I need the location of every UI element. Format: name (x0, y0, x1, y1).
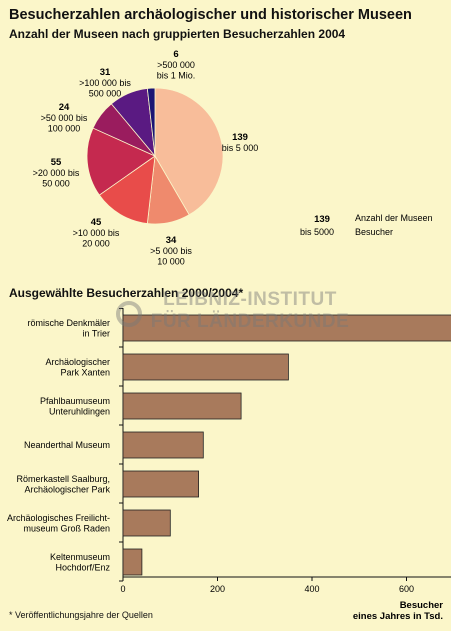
category-label-line: in Trier (82, 328, 110, 338)
watermark-line-1: LEIBNIZ-INSTITUT (163, 289, 337, 310)
pie-range-label: >100 000 bis (79, 78, 131, 88)
category-label: Römerkastell Saalburg,Archäologischer Pa… (16, 474, 110, 495)
pie-count-label: 139 (232, 132, 248, 143)
pie-chart-title: Anzahl der Museen nach gruppierten Besuc… (9, 27, 346, 41)
pie-range-label: bis 1 Mio. (157, 71, 196, 81)
pie-count-label: 45 (91, 217, 102, 228)
watermark-line-2: FÜR LÄNDERKUNDE (150, 311, 350, 332)
bar (122, 392, 242, 420)
category-label-line: Archäologischer Park (24, 484, 110, 494)
category-label-line: Archäologisches Freilicht- (7, 513, 110, 523)
bar-chart-title: Ausgewählte Besucherzahlen 2000/2004* (9, 286, 244, 300)
pie-slice (98, 155, 156, 225)
category-label: Archäologisches Freilicht-museum Groß Ra… (7, 513, 110, 534)
pie-range-label: bis 5 000 (222, 143, 259, 153)
x-tick-label: 0 (120, 584, 125, 594)
main-title: Besucherzahlen archäologischer und histo… (9, 7, 412, 23)
x-axis-label-line: Besucher (400, 600, 444, 611)
category-label-line: Keltenmuseum (50, 552, 110, 562)
pie-count-label: 24 (59, 102, 70, 113)
pie-slice (86, 127, 156, 196)
pie-legend: 139 bis 5000 Anzahl der Museen Besucher (300, 213, 433, 237)
bar (122, 509, 171, 537)
pie-range-label: 500 000 (89, 89, 122, 99)
category-label-line: Unteruhldingen (49, 406, 110, 416)
watermark-logo-icon (116, 301, 142, 327)
pie-count-label: 34 (166, 235, 177, 246)
pie-count-label: 55 (51, 157, 62, 168)
category-label-line: römische Denkmäler (27, 318, 110, 328)
category-label-line: Pfahlbaumuseum (40, 396, 110, 406)
legend-range-example: bis 5000 (300, 227, 334, 237)
pie-range-label: 10 000 (157, 257, 185, 267)
category-label-line: Römerkastell Saalburg, (16, 474, 110, 484)
pie-count-label: 31 (100, 67, 111, 78)
pie-slice (146, 87, 156, 157)
pie-range-label: 50 000 (42, 179, 70, 189)
bar (122, 431, 204, 459)
pie-range-label: >50 000 bis (41, 113, 88, 123)
x-tick-label: 600 (399, 584, 414, 594)
bar (122, 353, 289, 381)
x-axis-label-line: eines Jahres in Tsd. (353, 611, 443, 622)
pie-range-label: >10 000 bis (73, 228, 120, 238)
legend-count-label: Anzahl der Museen (355, 213, 433, 223)
pie-range-label: >20 000 bis (33, 168, 80, 178)
category-label-line: Hochdorf/Enz (55, 562, 110, 572)
pie-slice (154, 87, 224, 216)
category-label-line: Neanderthal Museum (24, 440, 110, 450)
pie-range-label: >500 000 (157, 60, 195, 70)
footnote: * Veröffentlichungsjahre der Quellen (9, 610, 153, 620)
pie-range-label: 100 000 (48, 124, 81, 134)
x-tick-label: 400 (304, 584, 319, 594)
bar (122, 470, 199, 498)
pie-count-label: 6 (173, 49, 178, 60)
legend-range-label: Besucher (355, 227, 393, 237)
x-tick-label: 200 (210, 584, 225, 594)
bar (122, 548, 143, 576)
category-label-line: Archäologischer (45, 357, 110, 367)
category-label: Neanderthal Museum (24, 440, 110, 450)
watermark: LEIBNIZ-INSTITUT FÜR LÄNDERKUNDE (140, 289, 360, 333)
category-label-line: Park Xanten (60, 367, 110, 377)
category-label-line: museum Groß Raden (23, 523, 110, 533)
bar (122, 314, 451, 342)
legend-count-example: 139 (314, 214, 330, 225)
pie-range-label: 20 000 (82, 239, 110, 249)
pie-range-label: >5 000 bis (150, 246, 192, 256)
